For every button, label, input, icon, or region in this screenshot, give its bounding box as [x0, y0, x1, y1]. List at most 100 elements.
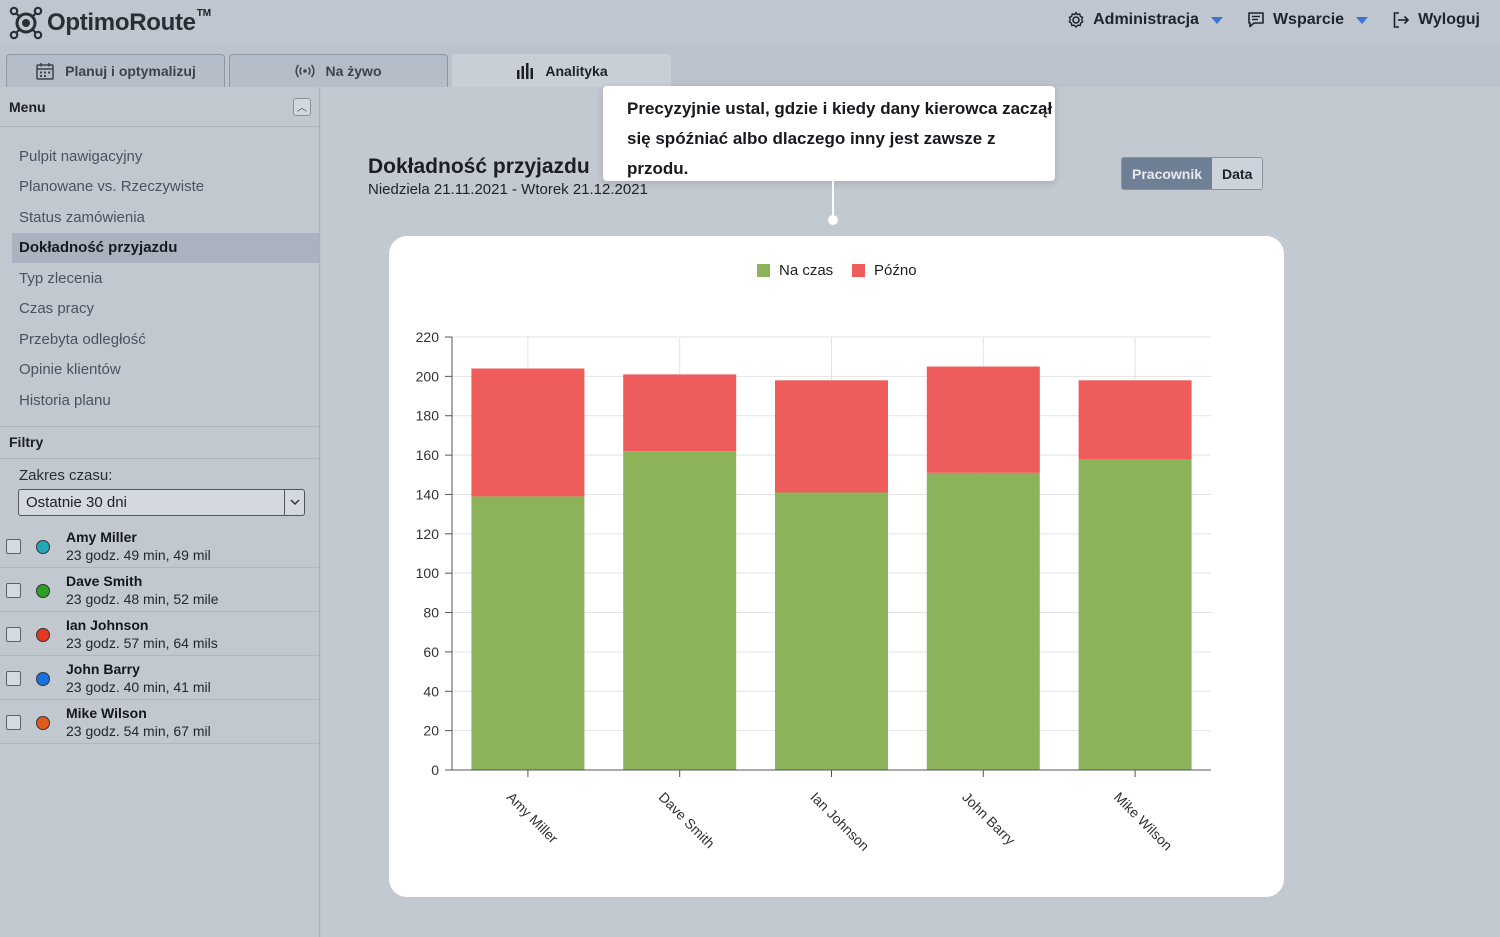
- trademark: TM: [196, 7, 212, 19]
- driver-color-dot: [36, 671, 50, 686]
- driver-color-dot: [36, 627, 50, 642]
- chevron-down-icon: [1210, 16, 1223, 24]
- y-tick-label: 200: [416, 368, 440, 384]
- driver-list: Amy Miller 23 godz. 49 min, 49 mil Dave …: [0, 524, 319, 744]
- driver-checkbox[interactable]: [6, 670, 21, 686]
- legend-label: Późno: [874, 262, 917, 279]
- driver-name: Ian Johnson: [66, 616, 149, 633]
- y-tick-label: 180: [416, 408, 440, 424]
- feature-callout: Precyzyjnie ustal, gdzie i kiedy dany ki…: [603, 86, 1055, 181]
- tab-plan[interactable]: Planuj i optymalizuj: [6, 54, 225, 87]
- top-navigation: Administracja Wsparcie Wyloguj: [1067, 11, 1480, 29]
- date-range: Niedziela 21.11.2021 - Wtorek 21.12.2021: [368, 181, 648, 198]
- callout-connector: [832, 181, 834, 217]
- bar-segment: [623, 374, 737, 452]
- tab-analytics-label: Analityka: [545, 63, 608, 79]
- bar-segment: [471, 496, 585, 770]
- administration-menu[interactable]: Administracja: [1067, 11, 1223, 29]
- support-menu[interactable]: Wsparcie: [1247, 11, 1369, 29]
- time-range-select[interactable]: Ostatnie 30 dni: [18, 488, 305, 516]
- support-label: Wsparcie: [1272, 11, 1345, 28]
- view-toggle: Pracownik Data: [1121, 157, 1264, 190]
- driver-checkbox[interactable]: [6, 714, 21, 730]
- tab-live-label: Na żywo: [325, 63, 382, 79]
- bar-segment: [775, 492, 888, 770]
- y-tick-label: 0: [431, 762, 439, 778]
- bar-segment: [1078, 459, 1192, 770]
- top-bar: OptimoRoute TM Administracja Wsparcie: [0, 0, 1500, 46]
- y-tick-label: 20: [423, 723, 439, 739]
- y-tick-label: 80: [423, 605, 439, 621]
- logout-label: Wyloguj: [1418, 11, 1480, 28]
- legend-swatch: [852, 264, 865, 277]
- legend-label: Na czas: [779, 262, 833, 279]
- stacked-bar-chart: 0 20 40 60 80 100 120 140 160 180 200 220 Amy Miller…: [416, 262, 1211, 854]
- driver-meta: 23 godz. 57 min, 64 mils: [66, 634, 218, 651]
- driver-meta: 23 godz. 54 min, 67 mil: [66, 722, 211, 739]
- driver-meta: 23 godz. 48 min, 52 mile: [66, 590, 219, 607]
- x-tick-label: John Barry: [959, 789, 1018, 848]
- sidebar-item-order-type[interactable]: Typ zlecenia: [19, 269, 103, 287]
- bar-segment: [1078, 380, 1192, 460]
- driver-row-dave-smith: Dave Smith 23 godz. 48 min, 52 mile: [0, 568, 319, 612]
- sidebar-item-customer-feedback[interactable]: Opinie klientów: [19, 361, 121, 379]
- sidebar-item-arrival-accuracy[interactable]: Dokładność przyjazdu: [12, 232, 319, 263]
- driver-name: John Barry: [66, 660, 140, 677]
- administration-label: Administracja: [1093, 11, 1199, 28]
- bar-chart-icon: [517, 63, 534, 79]
- sidebar-item-order-status[interactable]: Status zamówienia: [19, 208, 145, 226]
- driver-row-ian-johnson: Ian Johnson 23 godz. 57 min, 64 mils: [0, 612, 319, 656]
- driver-checkbox[interactable]: [6, 538, 21, 554]
- bar-segment: [471, 368, 585, 497]
- driver-color-dot: [36, 715, 50, 730]
- driver-row-amy-miller: Amy Miller 23 godz. 49 min, 49 mil: [0, 524, 319, 568]
- driver-checkbox[interactable]: [6, 582, 21, 598]
- driver-checkbox[interactable]: [6, 626, 21, 642]
- sidebar-item-planned-vs-actual[interactable]: Planowane vs. Rzeczywiste: [19, 178, 205, 196]
- broadcast-icon: [295, 64, 316, 78]
- chart-card: 0 20 40 60 80 100 120 140 160 180 200 220 Amy Miller…: [389, 236, 1284, 897]
- legend-swatch: [757, 264, 770, 277]
- chat-icon: [1248, 12, 1264, 28]
- bar-segment: [926, 472, 1040, 770]
- y-tick-label: 160: [416, 447, 440, 463]
- time-range-label: Zakres czasu:: [19, 466, 113, 484]
- tab-live[interactable]: Na żywo: [229, 54, 448, 87]
- chevron-down-icon: [1356, 16, 1369, 24]
- tab-analytics[interactable]: Analityka: [452, 54, 671, 87]
- toggle-employee[interactable]: Pracownik: [1122, 158, 1213, 189]
- menu-header: Menu ︿: [0, 87, 319, 127]
- sidebar-item-distance[interactable]: Przebyta odległość: [19, 330, 146, 348]
- x-tick-label: Dave Smith: [656, 789, 718, 851]
- menu-title: Menu: [9, 98, 46, 115]
- logo[interactable]: OptimoRoute TM: [9, 6, 211, 40]
- app-name: OptimoRoute: [47, 9, 196, 36]
- chevron-up-icon: ︿: [297, 103, 307, 114]
- driver-row-john-barry: John Barry 23 godz. 40 min, 41 mil: [0, 656, 319, 700]
- toggle-date[interactable]: Data: [1212, 158, 1263, 189]
- y-tick-label: 40: [423, 683, 439, 699]
- bar-segment: [623, 451, 737, 770]
- y-tick-label: 120: [416, 526, 440, 542]
- y-tick-label: 100: [416, 565, 440, 581]
- y-tick-label: 60: [423, 644, 439, 660]
- driver-row-mike-wilson: Mike Wilson 23 godz. 54 min, 67 mil: [0, 700, 319, 744]
- logout-button[interactable]: Wyloguj: [1392, 11, 1480, 29]
- page-title: Dokładność przyjazdu: [368, 155, 590, 178]
- collapse-button[interactable]: ︿: [293, 97, 311, 116]
- sidebar-item-dashboard[interactable]: Pulpit nawigacyjny: [19, 147, 143, 165]
- driver-name: Amy Miller: [66, 528, 137, 545]
- driver-meta: 23 godz. 40 min, 41 mil: [66, 678, 211, 695]
- x-tick-label: Mike Wilson: [1111, 789, 1176, 854]
- calendar-icon: [36, 63, 54, 80]
- y-tick-label: 220: [416, 329, 440, 345]
- time-range-value: Ostatnie 30 dni: [26, 493, 127, 511]
- bar-segment: [926, 366, 1040, 473]
- sidebar-item-work-time[interactable]: Czas pracy: [19, 300, 95, 318]
- gear-icon: [1068, 11, 1084, 28]
- main-tabs: Planuj i optymalizuj Na żywo Analityka: [6, 54, 671, 87]
- driver-name: Mike Wilson: [66, 704, 147, 721]
- logout-icon: [1393, 12, 1410, 28]
- sidebar-item-plan-history[interactable]: Historia planu: [19, 391, 111, 409]
- callout-text: Precyzyjnie ustal, gdzie i kiedy dany ki…: [627, 99, 1053, 178]
